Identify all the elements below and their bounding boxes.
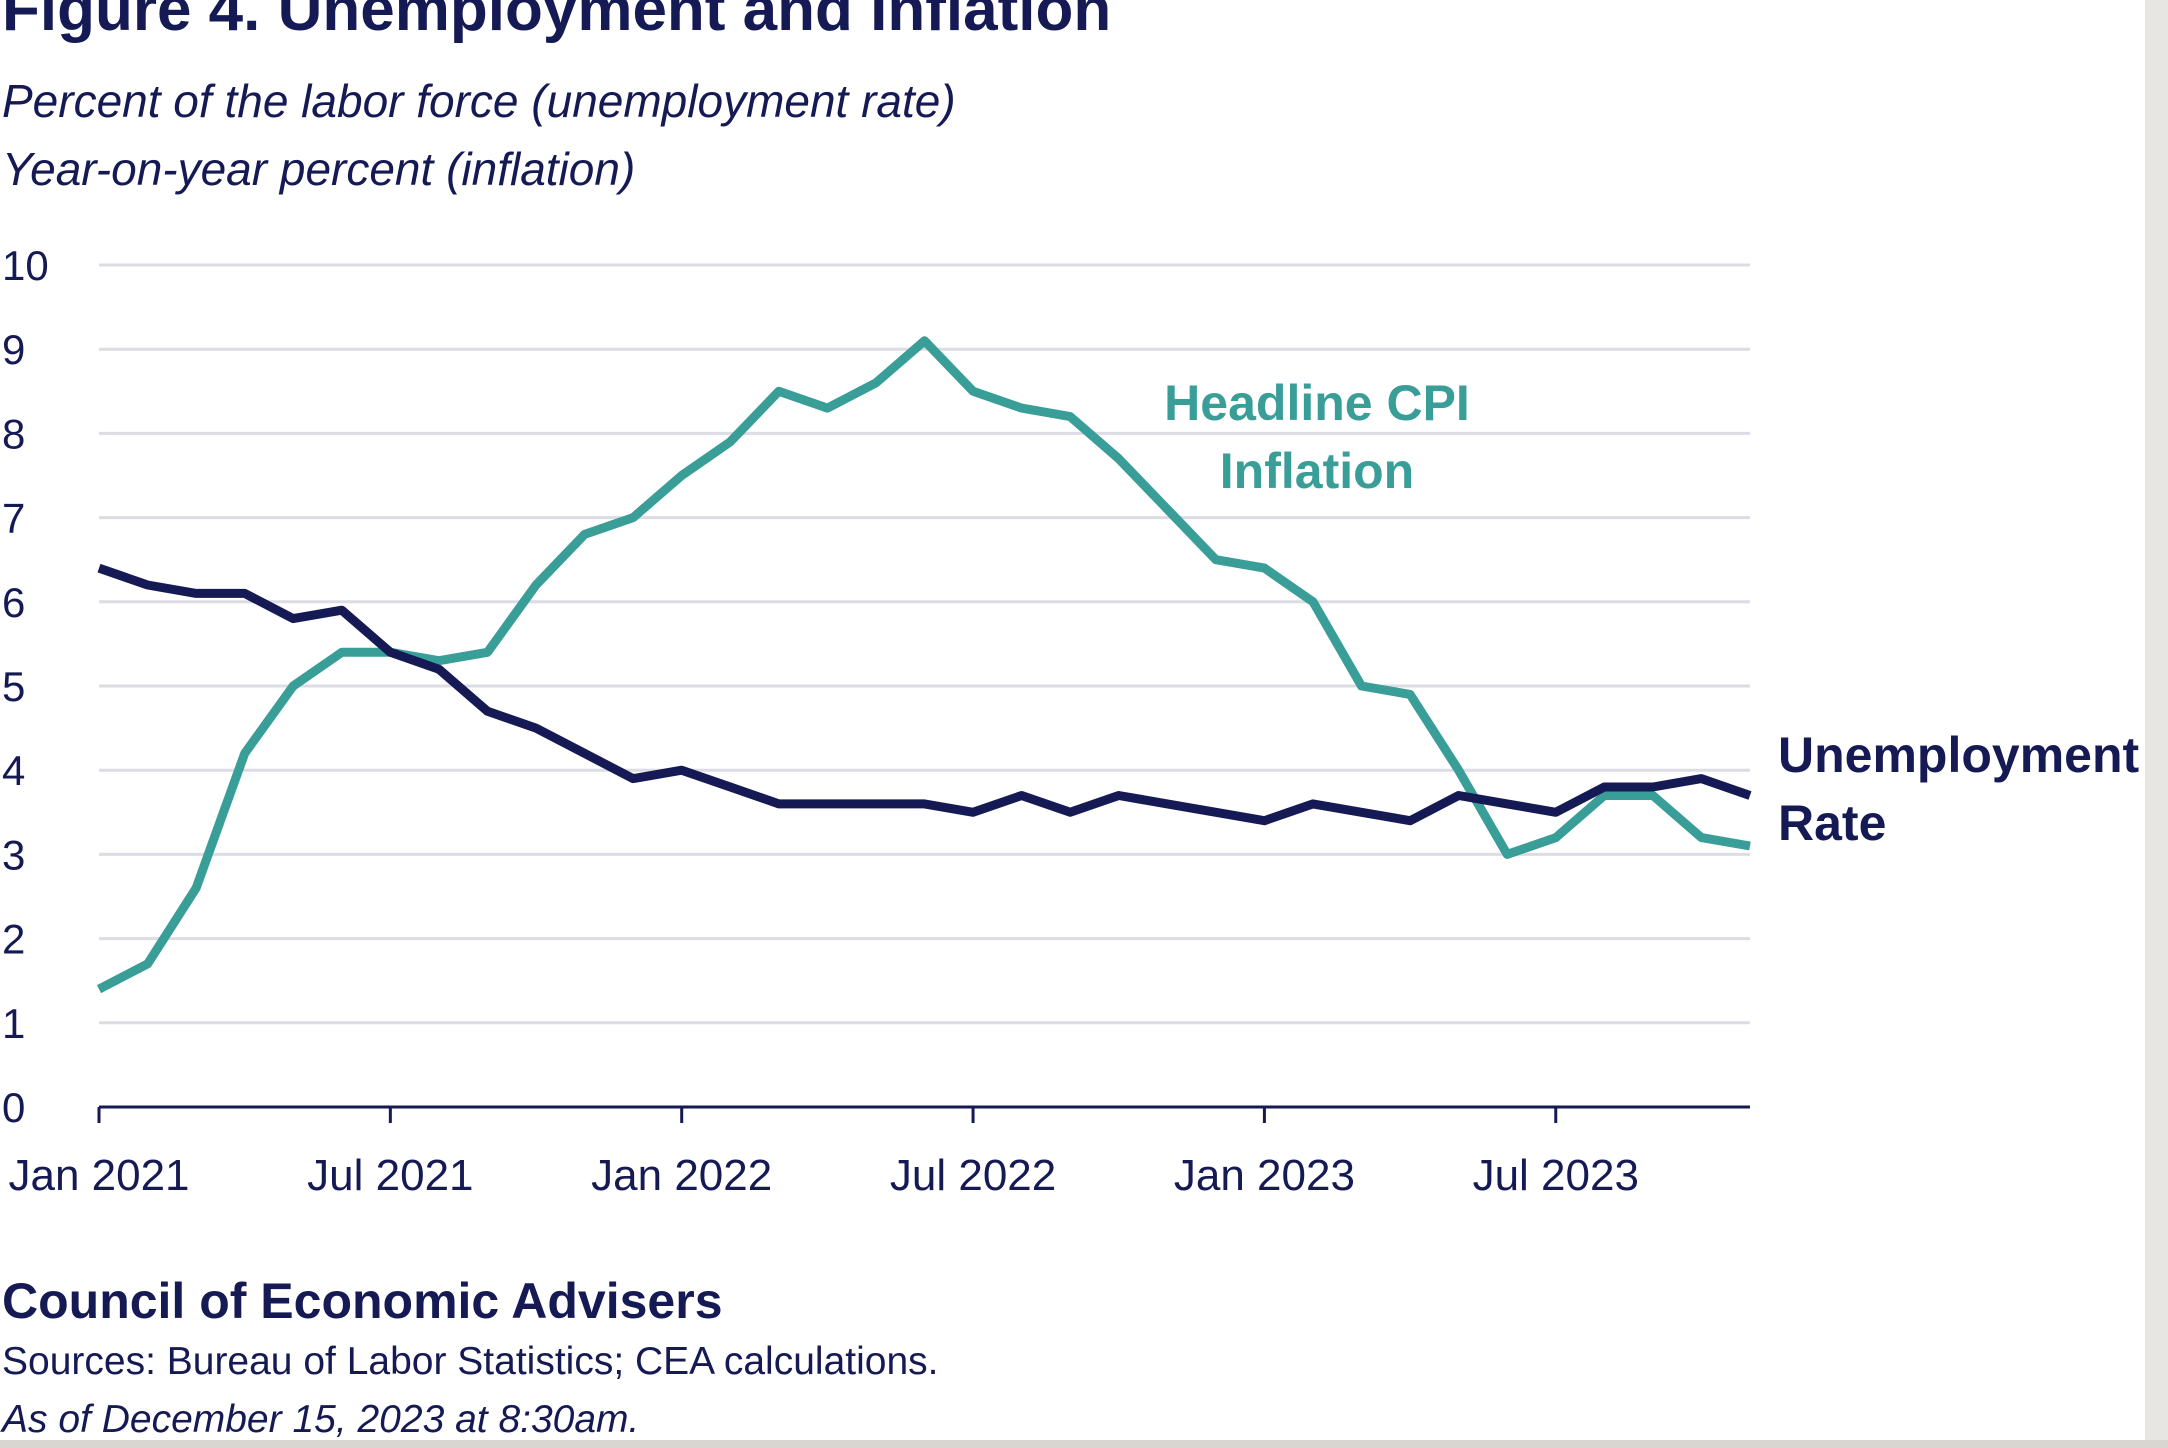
series-lines	[96, 336, 1752, 994]
footer-organization: Council of Economic Advisers	[2, 1273, 723, 1329]
series-label-inflation: Headline CPI	[1164, 375, 1470, 431]
y-tick-label-7: 7	[2, 495, 25, 542]
x-tick-label: Jan 2023	[1174, 1151, 1355, 1200]
subtitle-inflation-unit: Year-on-year percent (inflation)	[2, 143, 636, 195]
x-tick-label: Jan 2021	[8, 1151, 189, 1200]
y-tick-label-6: 6	[2, 579, 25, 626]
gridlines	[99, 263, 1750, 1025]
y-tick-label-2: 2	[2, 916, 25, 963]
y-tick-label-0: 0	[2, 1084, 25, 1131]
series-label-unemployment: Unemployment	[1778, 727, 2140, 783]
y-tick-label-10: 10	[2, 242, 49, 289]
x-tick-label: Jul 2023	[1473, 1151, 1639, 1200]
y-tick-label-1: 1	[2, 1000, 25, 1047]
x-tick-label: Jul 2022	[890, 1151, 1056, 1200]
axes: 0 1 2 3 4 5 6 7 8 9 10 Jan 2021 Jul 2021 Jan 2022 Jul …	[2, 242, 1750, 1200]
y-tick-label-8: 8	[2, 410, 25, 457]
series-label-inflation: Inflation	[1220, 443, 1414, 499]
y-tick-label-3: 3	[2, 831, 25, 878]
footer-as-of-date: As of December 15, 2023 at 8:30am.	[2, 1398, 640, 1441]
series-label-unemployment: Rate	[1778, 795, 1886, 851]
y-tick-label-9: 9	[2, 326, 25, 373]
window-bottom-edge	[0, 1440, 2168, 1448]
series-line-unemployment	[97, 563, 1752, 826]
page-title: Figure 4. Unemployment and Inflation	[2, 0, 1112, 44]
series-labels: Headline CPI Inflation Unemployment Rate	[1164, 375, 2139, 851]
y-tick-label-4: 4	[2, 747, 25, 794]
subtitle-unemployment-unit: Percent of the labor force (unemployment…	[2, 75, 956, 127]
x-tick-label: Jul 2021	[307, 1151, 473, 1200]
y-tick-label-5: 5	[2, 663, 25, 710]
x-tick-label: Jan 2022	[591, 1151, 772, 1200]
footer-sources: Sources: Bureau of Labor Statistics; CEA…	[2, 1340, 939, 1383]
series-line-inflation	[96, 336, 1751, 994]
window-edge	[2145, 0, 2168, 1448]
